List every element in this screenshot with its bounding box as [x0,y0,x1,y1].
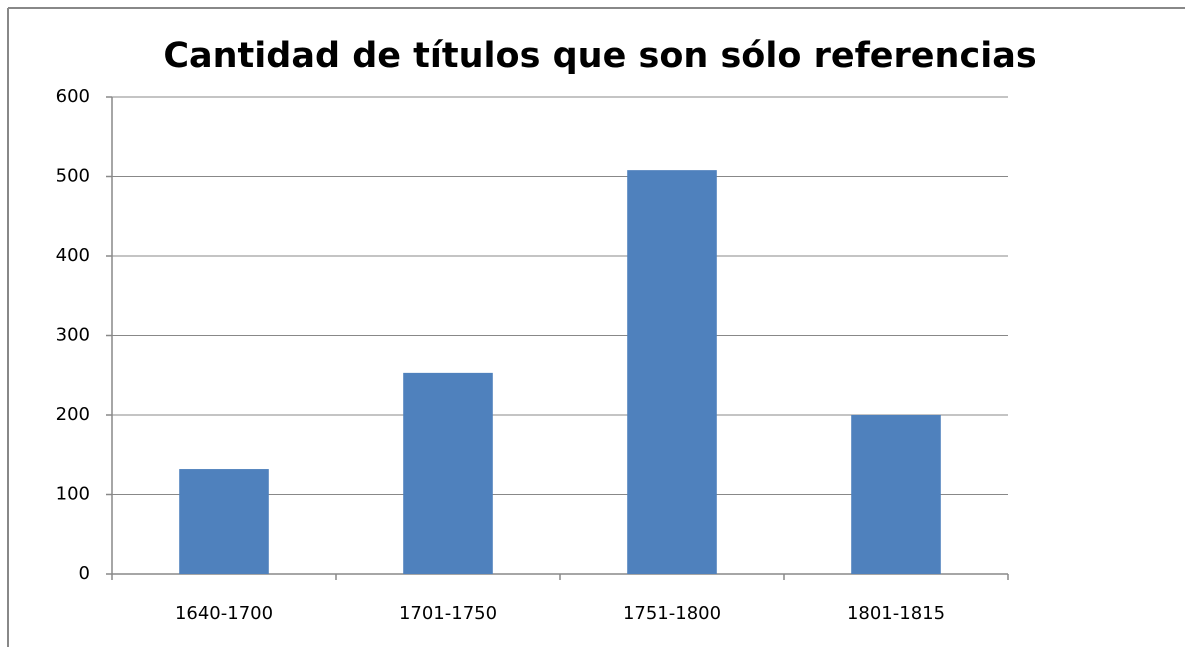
x-tick-label: 1751-1800 [623,603,721,624]
chart-title: Cantidad de títulos que son sólo referen… [163,36,1036,76]
y-tick-label: 100 [56,484,90,505]
y-tick-label: 400 [56,245,90,266]
bar [403,372,493,574]
y-tick-label: 600 [56,86,90,107]
y-tick-label: 500 [56,166,90,187]
y-tick-label: 0 [79,563,90,584]
x-tick-label: 1801-1815 [847,603,945,624]
bar [851,415,941,574]
y-tick-label: 300 [56,325,90,346]
x-tick-label: 1701-1750 [399,603,497,624]
bar [179,469,269,574]
bar [627,170,717,574]
x-tick-label: 1640-1700 [175,603,273,624]
y-tick-label: 200 [56,404,90,425]
